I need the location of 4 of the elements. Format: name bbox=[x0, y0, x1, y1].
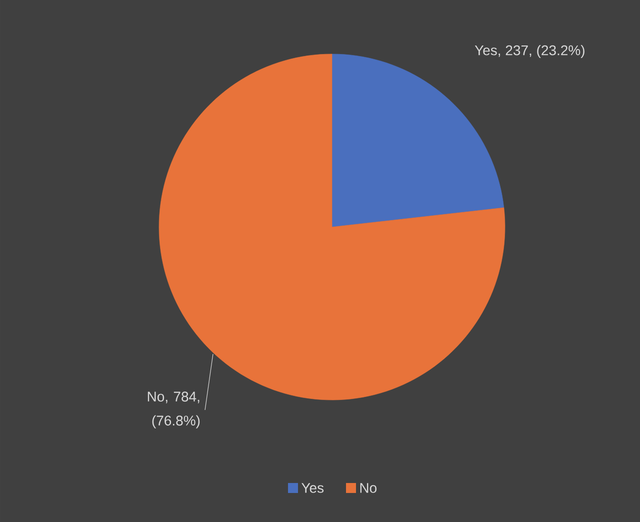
legend-label: No bbox=[360, 483, 377, 493]
data-label: Yes, 237, (23.2%) bbox=[474, 44, 584, 58]
legend-label: Yes bbox=[302, 483, 324, 493]
data-label: No, 784, (76.8%) bbox=[148, 392, 200, 428]
